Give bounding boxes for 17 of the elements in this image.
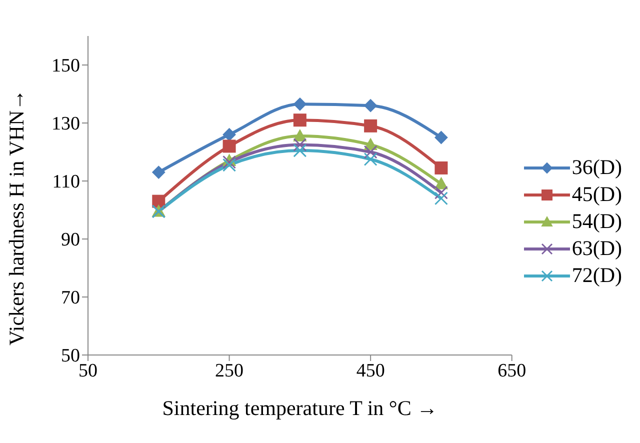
legend-label: 72(D) [572, 263, 622, 288]
y-tick-label: 70 [61, 288, 80, 309]
y-axis-title: Vickers hardness H in VHN→ [4, 89, 28, 346]
x-tick-label: 50 [78, 360, 98, 382]
legend-label: 63(D) [572, 236, 622, 261]
y-tick-label: 50 [61, 346, 80, 367]
legend-label: 45(D) [572, 182, 622, 207]
x-tick-label: 650 [498, 360, 526, 382]
legend-label: 54(D) [572, 209, 622, 234]
y-tick-label: 110 [52, 172, 80, 193]
x-tick-label: 450 [356, 360, 385, 382]
y-tick-label: 150 [52, 56, 80, 77]
x-tick-label: 250 [215, 360, 244, 382]
legend-label: 36(D) [572, 155, 622, 180]
y-tick-label: 90 [61, 230, 80, 251]
x-axis-title: Sintering temperature T in °C → [162, 396, 438, 420]
y-tick-label: 130 [52, 114, 80, 135]
